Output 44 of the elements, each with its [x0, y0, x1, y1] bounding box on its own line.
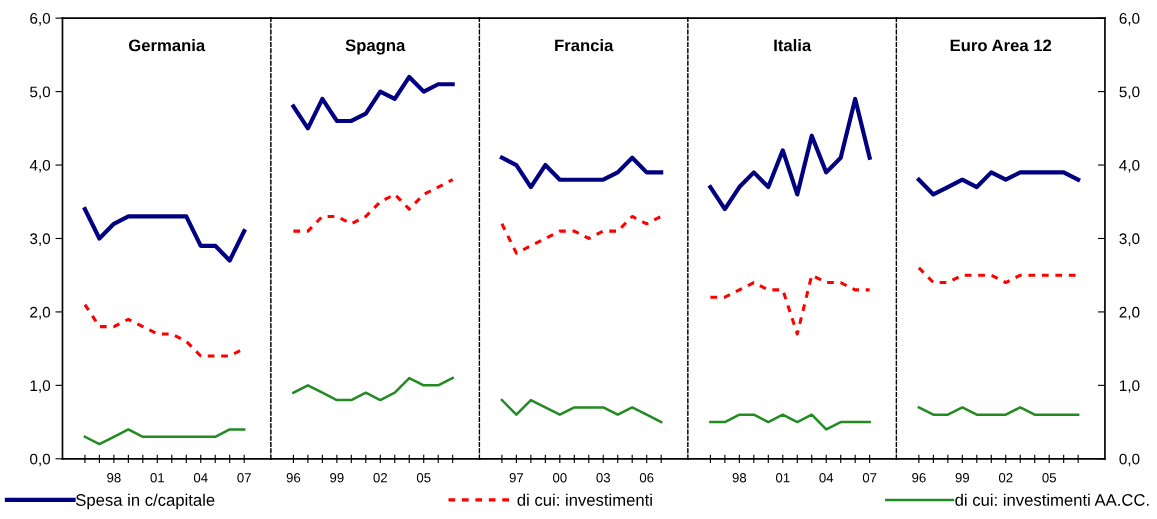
text: Italia [774, 39, 812, 52]
x-tick-label: 01 [150, 473, 165, 483]
x-tick-label: 00 [552, 473, 567, 483]
y-tick-label: 0,0 [30, 453, 51, 467]
legend-label: Spesa in c/capitale [76, 493, 215, 510]
y-tick-label: 1,0 [1119, 380, 1140, 393]
y-tick-label: 6,0 [1119, 13, 1140, 26]
y-tick-label: 1,0 [30, 380, 51, 393]
text: Spagna [345, 39, 406, 55]
y-tick-label: 4,0 [1119, 159, 1140, 173]
line-series [82, 207, 247, 263]
x-tick-label: 98 [732, 473, 747, 483]
x-tick-label: 99 [955, 473, 970, 483]
y-tick-label: 5,0 [1119, 86, 1140, 100]
x-tick-label: 96 [912, 473, 926, 483]
x-tick-label: 03 [596, 473, 611, 483]
line-series [916, 170, 1081, 197]
text: Germania [128, 39, 206, 52]
y-tick-label: 2,0 [30, 306, 51, 320]
y-tick-label: 3,0 [30, 233, 51, 246]
x-tick-label: 98 [107, 473, 121, 483]
y-tick-label: 6,0 [30, 13, 51, 26]
x-tick-label: 02 [998, 473, 1013, 483]
x-tick-label: 04 [193, 473, 208, 483]
y-tick-label: 4,0 [29, 159, 51, 173]
x-tick-label: 07 [237, 473, 251, 483]
y-tick-label: 0,0 [1119, 453, 1140, 467]
x-tick-label: 07 [862, 473, 877, 483]
x-tick-label: 05 [416, 473, 431, 483]
x-tick-label: 05 [1042, 473, 1056, 483]
x-tick-label: 02 [373, 473, 387, 483]
text: Francia [555, 39, 614, 52]
legend-label: di cui: investimenti AA.CC. [955, 493, 1149, 506]
y-tick-label: 3,0 [1119, 233, 1140, 246]
x-tick-label: 99 [330, 473, 344, 483]
x-tick-label: 04 [819, 473, 834, 483]
x-tick-label: 06 [639, 473, 654, 483]
x-tick-label: 96 [286, 473, 301, 483]
x-tick-label: 01 [775, 473, 790, 483]
x-tick-label: 97 [509, 473, 524, 483]
y-tick-label: 2,0 [1119, 306, 1140, 320]
y-tick-label: 5,0 [30, 86, 51, 100]
text: Euro Area 12 [950, 39, 1052, 52]
legend-label: di cui: investimenti [517, 493, 652, 506]
